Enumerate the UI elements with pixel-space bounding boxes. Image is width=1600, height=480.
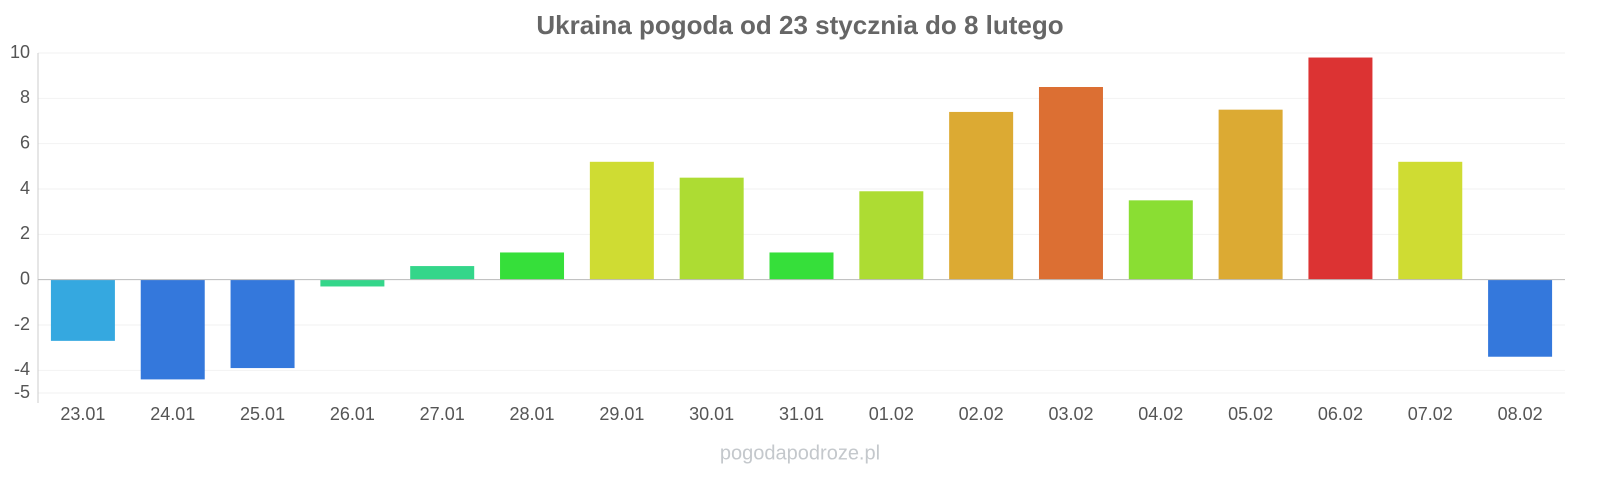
x-tick-label: 24.01: [150, 404, 195, 424]
x-tick-label: 28.01: [510, 404, 555, 424]
x-tick-label: 26.01: [330, 404, 375, 424]
x-tick-label: 25.01: [240, 404, 285, 424]
bar: [1128, 200, 1193, 280]
bar: [949, 111, 1014, 280]
x-tick-label: 04.02: [1138, 404, 1183, 424]
bar: [859, 191, 924, 280]
y-tick-label: 0: [20, 268, 30, 288]
x-tick-label: 05.02: [1228, 404, 1273, 424]
bar: [140, 279, 205, 380]
bar: [679, 177, 744, 280]
bar: [50, 279, 115, 341]
bar: [1398, 161, 1463, 280]
x-tick-label: 23.01: [60, 404, 105, 424]
chart-title: Ukraina pogoda od 23 stycznia do 8 luteg…: [536, 10, 1063, 40]
bar: [500, 252, 565, 280]
x-tick-label: 30.01: [689, 404, 734, 424]
x-tick-label: 29.01: [599, 404, 644, 424]
y-tick-label: 2: [20, 223, 30, 243]
y-tick-label: 4: [20, 178, 30, 198]
x-tick-label: 31.01: [779, 404, 824, 424]
y-tick-label: 6: [20, 132, 30, 152]
y-tick-label: -2: [14, 314, 30, 334]
bar: [230, 279, 295, 369]
x-tick-label: 01.02: [869, 404, 914, 424]
bar: [589, 161, 654, 280]
bar: [769, 252, 834, 280]
x-tick-label: 06.02: [1318, 404, 1363, 424]
y-tick-label: 10: [10, 42, 30, 62]
y-tick-label: -5: [14, 382, 30, 402]
bar: [410, 266, 475, 280]
bar: [1038, 87, 1103, 280]
x-tick-label: 07.02: [1408, 404, 1453, 424]
bar: [320, 279, 385, 287]
y-tick-label: -4: [14, 359, 30, 379]
x-tick-label: 27.01: [420, 404, 465, 424]
x-tick-label: 03.02: [1048, 404, 1093, 424]
bar: [1488, 279, 1553, 357]
source: pogodapodroze.pl: [720, 442, 880, 464]
bar: [1218, 109, 1283, 280]
x-tick-label: 02.02: [959, 404, 1004, 424]
bar: [1308, 57, 1373, 280]
y-tick-label: 8: [20, 87, 30, 107]
x-tick-label: 08.02: [1498, 404, 1543, 424]
